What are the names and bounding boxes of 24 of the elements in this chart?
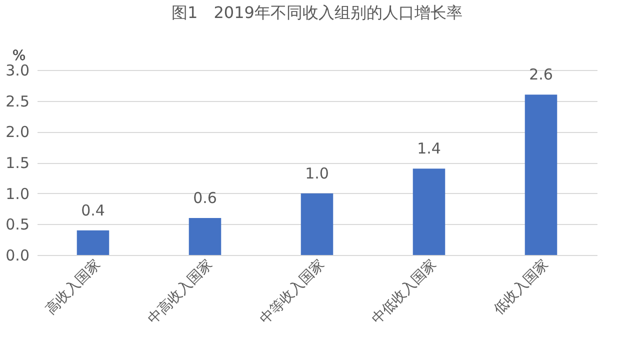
y-tick-label: 0.5 <box>6 216 30 234</box>
data-label: 2.6 <box>529 66 553 84</box>
y-tick-label: 1.0 <box>6 184 30 203</box>
chart-title: 图1 2019年不同收入组别的人口增长率 <box>172 3 462 22</box>
data-label: 0.4 <box>81 201 105 220</box>
y-tick-label: 0.0 <box>6 246 30 264</box>
x-tick-label: 高收入国家 <box>42 256 104 318</box>
bar <box>524 94 558 255</box>
x-tick-label: 中高收入国家 <box>144 256 216 328</box>
data-label: 0.6 <box>193 189 217 207</box>
bar <box>188 218 222 255</box>
y-tick-label: 2.0 <box>6 123 30 142</box>
x-tick-label: 中等收入国家 <box>256 256 328 328</box>
y-axis-title: % <box>12 48 26 64</box>
data-label: 1.0 <box>305 164 329 182</box>
y-tick-label: 2.5 <box>6 92 30 110</box>
x-tick-label: 低收入国家 <box>490 256 552 318</box>
data-label: 1.4 <box>417 140 441 158</box>
bar <box>300 193 334 255</box>
y-tick-label: 3.0 <box>6 62 30 80</box>
y-tick-label: 1.5 <box>6 154 30 172</box>
x-tick-label: 中低收入国家 <box>368 256 440 328</box>
bar <box>76 230 110 255</box>
bar <box>412 168 446 255</box>
